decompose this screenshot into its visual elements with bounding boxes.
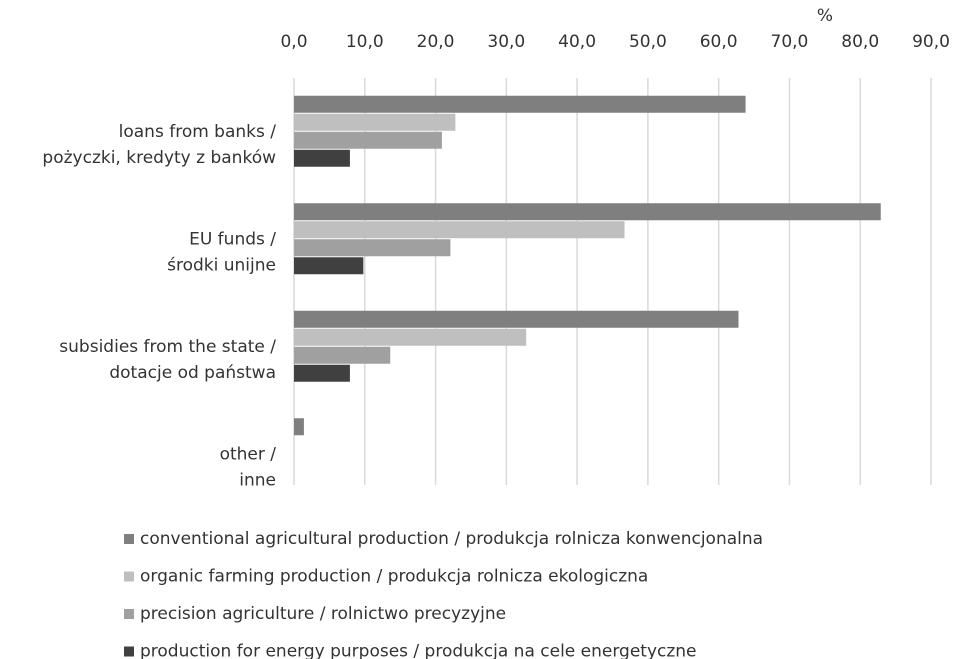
y-tick-label: dotacje od państwa xyxy=(109,363,276,383)
bar xyxy=(294,221,625,239)
bar xyxy=(294,364,350,382)
legend-swatch xyxy=(124,609,134,619)
x-tick-label: 50,0 xyxy=(629,32,667,52)
bar xyxy=(294,346,391,364)
bar xyxy=(294,239,451,257)
bar xyxy=(294,328,527,346)
x-tick-label: 80,0 xyxy=(841,32,879,52)
legend-label: conventional agricultural production / p… xyxy=(140,529,763,549)
y-tick-label: inne xyxy=(239,470,276,490)
bar xyxy=(294,203,881,221)
legend-label: organic farming production / produkcja r… xyxy=(140,567,648,587)
x-tick-label: 30,0 xyxy=(487,32,525,52)
x-tick-label: 20,0 xyxy=(417,32,455,52)
y-tick-label: pożyczki, kredyty z banków xyxy=(42,148,276,168)
bar xyxy=(294,418,304,436)
legend-swatch xyxy=(124,571,134,582)
legend-label: production for energy purposes / produkc… xyxy=(140,642,697,659)
legend-label: precision agriculture / rolnictwo precyz… xyxy=(140,604,506,624)
bar xyxy=(294,310,739,328)
y-tick-label: środki unijne xyxy=(167,255,276,275)
y-tick-label: other / xyxy=(220,444,277,464)
x-tick-label: 60,0 xyxy=(700,32,738,52)
bar xyxy=(294,95,746,113)
y-tick-label: EU funds / xyxy=(189,229,276,249)
x-tick-label: 0,0 xyxy=(280,32,307,52)
bar xyxy=(294,131,442,149)
x-tick-label: 90,0 xyxy=(912,32,950,52)
legend-swatch xyxy=(124,534,134,544)
bar xyxy=(294,113,456,131)
bar xyxy=(294,257,364,275)
x-tick-label: 40,0 xyxy=(558,32,596,52)
y-tick-label: loans from banks / xyxy=(119,122,277,142)
axis-label: % xyxy=(817,6,833,26)
bar xyxy=(294,149,350,167)
legend-swatch xyxy=(124,646,134,657)
y-tick-label: subsidies from the state / xyxy=(59,337,276,357)
x-tick-label: 10,0 xyxy=(346,32,384,52)
x-tick-label: 70,0 xyxy=(771,32,809,52)
